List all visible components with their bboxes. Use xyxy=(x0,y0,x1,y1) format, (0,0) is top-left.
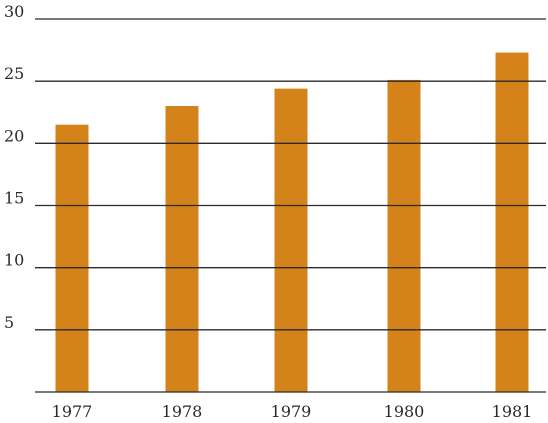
y-tick-label-15: 15 xyxy=(4,189,24,208)
y-tick-label-25: 25 xyxy=(4,64,24,83)
x-tick-label-1981: 1981 xyxy=(492,402,533,421)
y-tick-label-20: 20 xyxy=(4,126,24,145)
x-tick-label-1977: 1977 xyxy=(52,402,93,421)
bar-1978 xyxy=(165,106,199,393)
y-tick-label-10: 10 xyxy=(4,251,24,270)
y-tick-labels-group: 5 10 15 20 25 30 xyxy=(4,2,24,332)
y-tick-label-30: 30 xyxy=(4,2,24,21)
bar-1979 xyxy=(274,88,308,393)
x-tick-label-1979: 1979 xyxy=(271,402,312,421)
x-tick-labels-group: 1977 1978 1979 1980 1981 xyxy=(52,402,533,421)
y-tick-label-5: 5 xyxy=(4,313,14,332)
bar-1980 xyxy=(387,79,421,392)
x-tick-label-1978: 1978 xyxy=(162,402,203,421)
bar-1981 xyxy=(495,52,529,392)
x-tick-label-1980: 1980 xyxy=(384,402,425,421)
gridlines-group xyxy=(35,18,546,393)
bars-group xyxy=(55,52,529,393)
bar-1977 xyxy=(55,124,89,392)
